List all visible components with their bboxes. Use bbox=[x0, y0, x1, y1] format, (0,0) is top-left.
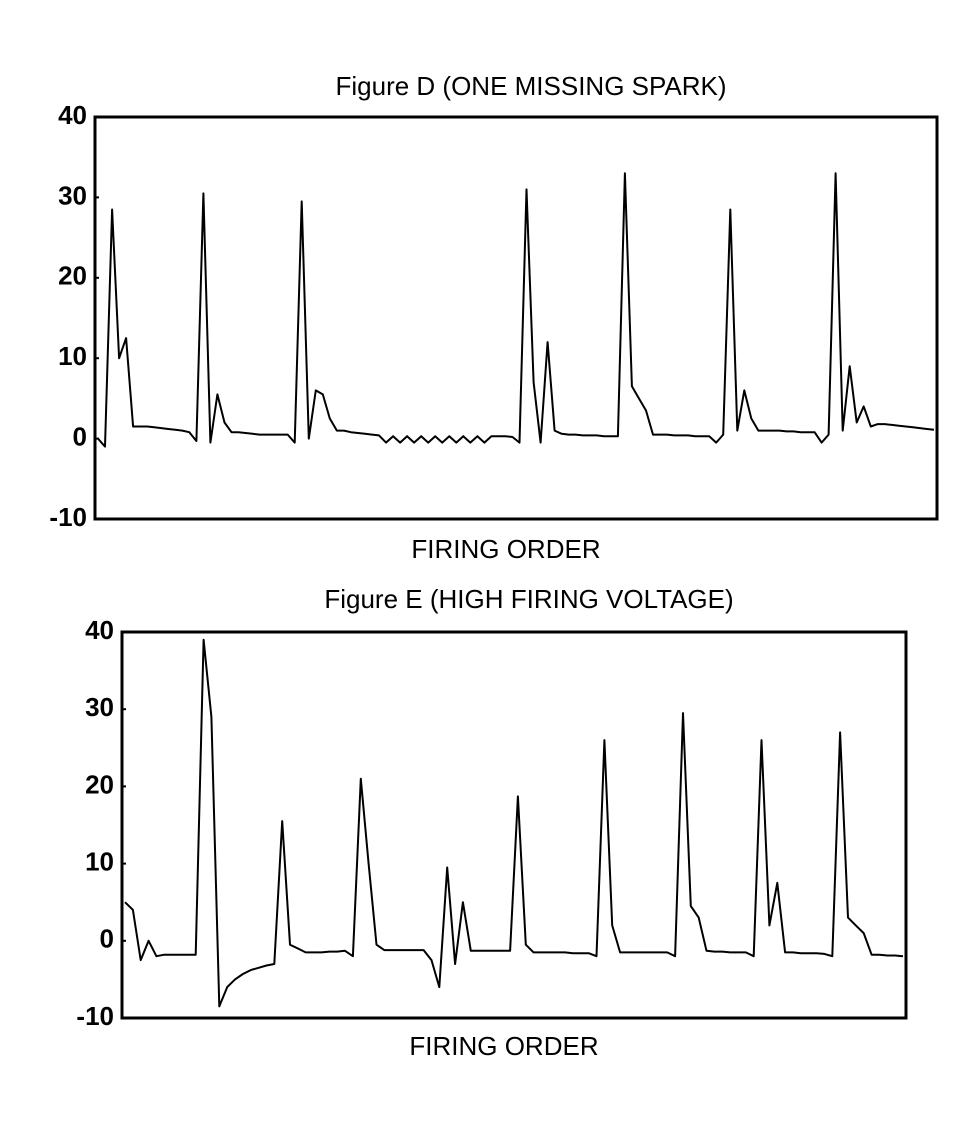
y-tick-label: 40 bbox=[85, 615, 114, 645]
y-tick-label: 20 bbox=[85, 769, 114, 799]
y-tick-label: -10 bbox=[76, 1001, 114, 1031]
y-tick-label: 30 bbox=[58, 180, 87, 210]
y-tick-label: 0 bbox=[73, 421, 87, 451]
plot-frame bbox=[93, 115, 939, 521]
trace bbox=[97, 172, 935, 448]
y-tick-label: 30 bbox=[85, 692, 114, 722]
x-axis-label: FIRING ORDER bbox=[411, 534, 600, 564]
chart-title: Figure D (ONE MISSING SPARK) bbox=[335, 71, 726, 101]
x-axis-label: FIRING ORDER bbox=[409, 1031, 598, 1061]
y-tick-label: 0 bbox=[100, 924, 114, 954]
y-tick-label: -10 bbox=[49, 502, 87, 532]
y-tick-label: 20 bbox=[58, 261, 87, 291]
trace bbox=[124, 638, 904, 1008]
chart-title: Figure E (HIGH FIRING VOLTAGE) bbox=[324, 584, 733, 614]
y-tick-label: 40 bbox=[58, 100, 87, 130]
y-tick-label: 10 bbox=[58, 341, 87, 371]
y-tick-label: 10 bbox=[85, 846, 114, 876]
plot-frame bbox=[120, 630, 908, 1020]
